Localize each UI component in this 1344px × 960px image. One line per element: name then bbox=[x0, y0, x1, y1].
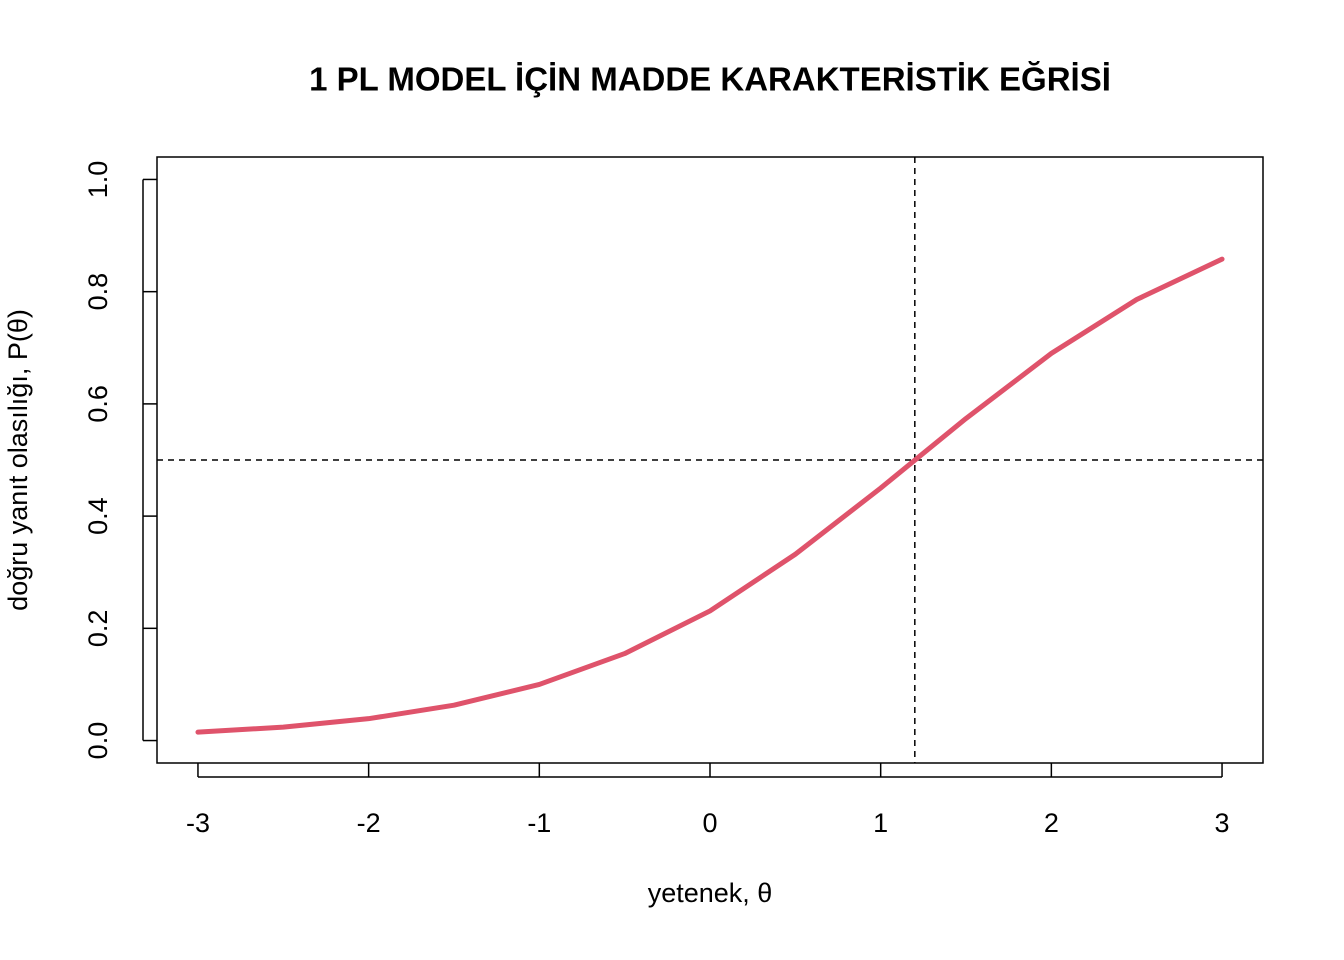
x-tick-label: -2 bbox=[357, 808, 381, 838]
x-tick-label: -3 bbox=[186, 808, 210, 838]
y-tick-label: 1.0 bbox=[83, 161, 113, 199]
curve bbox=[195, 256, 1225, 735]
y-tick-label: 0.4 bbox=[83, 497, 113, 535]
x-tick-label: 2 bbox=[1044, 808, 1059, 838]
y-tick-label: 0.0 bbox=[83, 722, 113, 760]
x-tick-label: 3 bbox=[1215, 808, 1230, 838]
chart-title: 1 PL MODEL İÇİN MADDE KARAKTERİSTİK EĞRİ… bbox=[309, 61, 1111, 98]
x-tick-label: 0 bbox=[702, 808, 717, 838]
x-axis-label: yetenek, θ bbox=[648, 878, 773, 908]
y-tick-label: 0.8 bbox=[83, 273, 113, 311]
x-tick-label: 1 bbox=[873, 808, 888, 838]
y-tick-label: 0.6 bbox=[83, 385, 113, 423]
y-axis-label: doğru yanıt olasılığı, P(θ) bbox=[3, 309, 33, 611]
y-tick-label: 0.2 bbox=[83, 610, 113, 648]
x-tick-label: -1 bbox=[527, 808, 551, 838]
